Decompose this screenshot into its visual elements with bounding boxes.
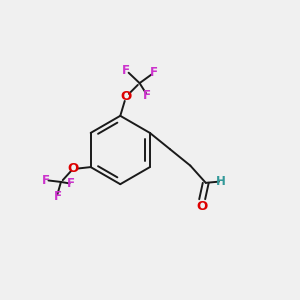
Text: F: F [68,177,75,190]
Text: O: O [68,162,79,175]
Text: H: H [216,175,226,188]
Text: F: F [150,66,158,79]
Text: O: O [121,90,132,103]
Text: F: F [143,89,151,102]
Text: O: O [196,200,208,212]
Text: F: F [42,174,50,187]
Text: F: F [122,64,130,77]
Text: F: F [53,190,62,203]
